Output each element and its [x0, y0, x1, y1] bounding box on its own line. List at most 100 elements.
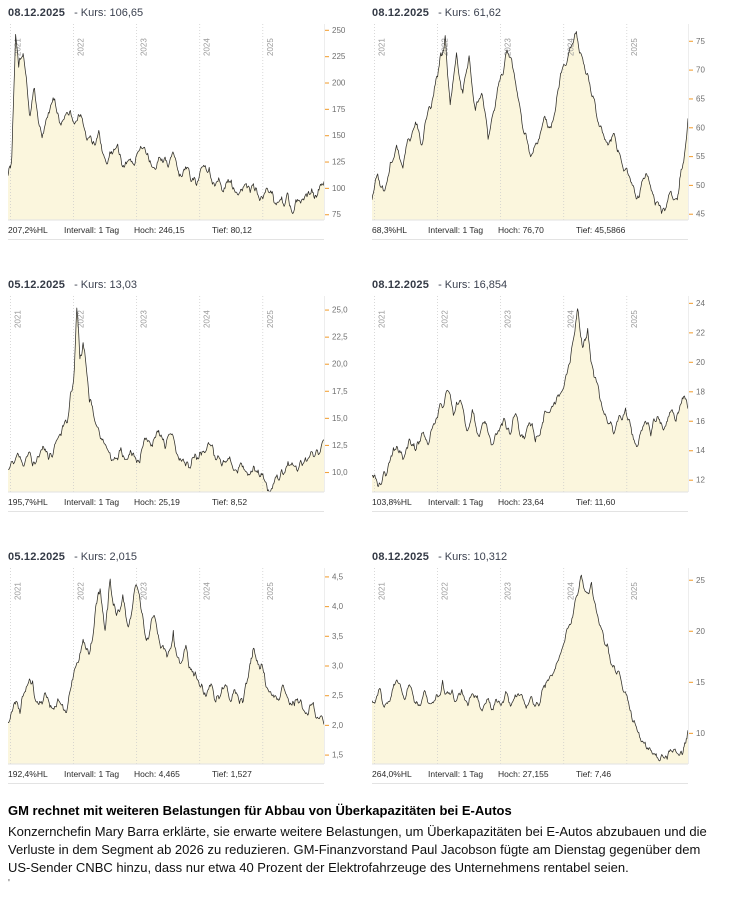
year-axis-label: 2025 [630, 38, 639, 56]
y-axis-label: 45 [696, 210, 705, 219]
price-chart: 2021 2022 2023 2024 2025 12 14 16 18 20 22 24 [372, 294, 721, 494]
chart-kurs-label: - Kurs: 16,854 [438, 279, 508, 291]
price-line [372, 574, 689, 762]
y-axis-label: 17,5 [332, 387, 348, 396]
price-chart: 2021 2022 2023 2024 2025 75 100 125 150 175 200 225… [8, 22, 357, 222]
y-axis-label: 2,0 [332, 721, 344, 730]
year-axis-label: 2025 [266, 310, 275, 328]
chart-kurs-label: - Kurs: 13,03 [74, 279, 138, 291]
chart-tief-label: Tief: 45,5866 [576, 225, 626, 235]
year-axis-label: 2024 [203, 310, 212, 328]
y-axis-label: 14 [696, 446, 705, 455]
chart-svg: 2021 2022 2023 2024 2025 10,0 12,5 15,0 17,5 20,0… [8, 296, 348, 493]
chart-date-label: 05.12.2025 [8, 551, 66, 563]
chart-header: 08.12.2025 - Kurs: 106,65 [8, 7, 357, 22]
year-axis-label: 2025 [630, 310, 639, 328]
article-title: GM rechnet mit weiteren Belastungen für … [8, 803, 512, 818]
year-axis-label: 2023 [504, 38, 513, 56]
year-axis-label: 2021 [378, 310, 387, 328]
y-axis-label: 20,0 [332, 360, 348, 369]
y-axis-label: 25,0 [332, 306, 348, 315]
year-axis-label: 2024 [567, 310, 576, 328]
year-axis-label: 2025 [266, 582, 275, 600]
y-axis-label: 3,5 [332, 632, 344, 641]
year-axis-label: 2024 [203, 38, 212, 56]
price-chart: 2021 2022 2023 2024 2025 1,5 2,0 2,5 3,0 3,5 4,0 4,… [8, 566, 357, 766]
stock-chart-card-4: 08.12.2025 - Kurs: 16,854 2021 2022 2023 20… [372, 279, 721, 512]
chart-footer: 192,4%HL Intervall: 1 Tag Hoch: 4,465 Ti… [8, 766, 324, 784]
y-axis-label: 10,0 [332, 468, 348, 477]
price-area [372, 308, 688, 492]
y-axis-label: 4,5 [332, 572, 344, 581]
price-chart: 2021 2022 2023 2024 2025 10 15 20 25 [372, 566, 721, 766]
y-axis-label: 250 [332, 26, 346, 35]
price-area [8, 579, 324, 764]
news-article: GM rechnet mit weiteren Belastungen für … [8, 802, 721, 889]
y-axis-label: 4,0 [332, 602, 344, 611]
chart-footer: 103,8%HL Intervall: 1 Tag Hoch: 23,64 Ti… [372, 494, 688, 512]
y-axis-label: 65 [696, 94, 705, 103]
year-axis-label: 2021 [378, 582, 387, 600]
chart-interval-label: Intervall: 1 Tag [64, 497, 120, 507]
y-axis-label: 2,5 [332, 691, 344, 700]
year-axis-label: 2022 [77, 310, 86, 328]
chart-hl-percent: 195,7%HL [8, 497, 48, 507]
chart-header: 08.12.2025 - Kurs: 16,854 [372, 279, 721, 294]
text-cursor-artifact: ' [8, 877, 10, 889]
chart-tief-label: Tief: 1,527 [212, 769, 252, 779]
y-axis-label: 12,5 [332, 441, 348, 450]
year-axis-label: 2022 [441, 310, 450, 328]
chart-hl-percent: 207,2%HL [8, 225, 48, 235]
chart-tief-label: Tief: 7,46 [576, 769, 612, 779]
page: 08.12.2025 - Kurs: 106,65 2021 2022 2023 20… [8, 7, 721, 889]
chart-tief-label: Tief: 80,12 [212, 225, 252, 235]
y-axis-label: 20 [696, 627, 705, 636]
price-chart: 2021 2022 2023 2024 2025 10,0 12,5 15,0 17,5 20,0… [8, 294, 357, 494]
chart-svg: 2021 2022 2023 2024 2025 75 100 125 150 175 200 225… [8, 24, 346, 221]
chart-hoch-label: Hoch: 76,70 [498, 225, 544, 235]
chart-header: 08.12.2025 - Kurs: 10,312 [372, 551, 721, 566]
chart-kurs-label: - Kurs: 2,015 [74, 551, 138, 563]
chart-hoch-label: Hoch: 27,155 [498, 769, 549, 779]
y-axis-label: 10 [696, 729, 705, 738]
year-axis-label: 2023 [140, 582, 149, 600]
chart-interval-label: Intervall: 1 Tag [428, 769, 484, 779]
chart-header: 05.12.2025 - Kurs: 2,015 [8, 551, 357, 566]
y-axis-label: 100 [332, 184, 346, 193]
y-axis-label: 3,0 [332, 662, 344, 671]
y-axis-label: 1,5 [332, 751, 344, 760]
chart-header: 08.12.2025 - Kurs: 61,62 [372, 7, 721, 22]
chart-tief-label: Tief: 8,52 [212, 497, 248, 507]
y-axis-label: 175 [332, 105, 346, 114]
year-axis-label: 2021 [14, 38, 23, 56]
price-area [372, 31, 688, 220]
price-line [8, 578, 325, 725]
y-axis-label: 150 [332, 131, 346, 140]
year-axis-label: 2025 [630, 582, 639, 600]
price-line [8, 34, 325, 214]
y-axis-label: 15 [696, 678, 705, 687]
chart-svg: 2021 2022 2023 2024 2025 1,5 2,0 2,5 3,0 3,5 4,0 4,… [8, 568, 344, 765]
charts-grid: 08.12.2025 - Kurs: 106,65 2021 2022 2023 20… [8, 7, 721, 784]
y-axis-label: 22 [696, 328, 705, 337]
y-axis-label: 75 [332, 210, 341, 219]
chart-footer: 264,0%HL Intervall: 1 Tag Hoch: 27,155 T… [372, 766, 688, 784]
year-axis-label: 2024 [567, 582, 576, 600]
stock-chart-card-2: 08.12.2025 - Kurs: 61,62 2021 2022 2023 202… [372, 7, 721, 240]
chart-date-label: 08.12.2025 [372, 551, 430, 563]
chart-date-label: 08.12.2025 [8, 7, 66, 19]
y-axis-label: 75 [696, 37, 705, 46]
y-axis-label: 125 [332, 158, 346, 167]
y-axis-label: 15,0 [332, 414, 348, 423]
year-axis-label: 2023 [504, 582, 513, 600]
chart-hoch-label: Hoch: 23,64 [498, 497, 544, 507]
article-body: Konzernchefin Mary Barra erklärte, sie e… [8, 823, 707, 876]
price-area [8, 34, 324, 221]
year-axis-label: 2021 [14, 582, 23, 600]
year-axis-label: 2021 [378, 38, 387, 56]
y-axis-label: 60 [696, 123, 705, 132]
y-axis-label: 200 [332, 79, 346, 88]
